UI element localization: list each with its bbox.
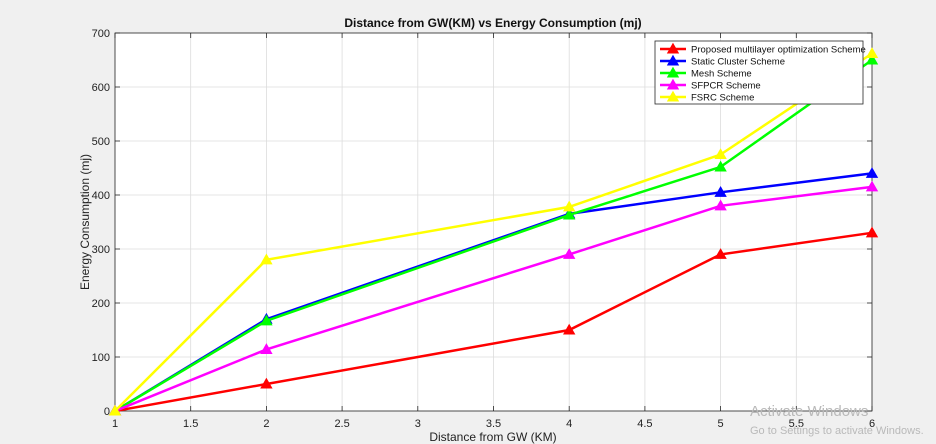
legend-label: Static Cluster Scheme <box>691 57 785 68</box>
x-tick-label: 4.5 <box>637 418 652 430</box>
y-tick-label: 200 <box>92 298 110 310</box>
legend-marker <box>666 54 680 66</box>
y-axis-label: Energy Consumption (mj) <box>78 154 92 290</box>
y-tick-label: 300 <box>92 244 110 256</box>
x-tick-label: 2 <box>263 418 269 430</box>
activate-windows-subtitle: Go to Settings to activate Windows. <box>750 425 924 437</box>
x-tick-label: 4 <box>566 418 572 430</box>
data-point-marker <box>714 148 727 160</box>
data-point-marker <box>865 53 879 65</box>
data-point-marker <box>865 180 879 192</box>
axis-ticks: 1 1.5 2 2.5 3 3.5 4 4.5 5 5.5 6 0 100 200 300 400 500 600… <box>92 28 875 430</box>
data-point-marker <box>563 248 576 259</box>
data-point-marker <box>260 314 273 326</box>
data-point-marker <box>865 47 879 59</box>
x-tick-label: 2.5 <box>334 418 349 430</box>
legend-marker <box>666 66 680 78</box>
data-point-marker <box>563 323 576 335</box>
x-tick-label: 5 <box>718 418 724 430</box>
y-tick-label: 0 <box>104 406 110 418</box>
legend-box <box>654 40 864 105</box>
y-tick-label: 100 <box>92 352 110 364</box>
activate-windows-watermark: Activate Windows <box>750 403 869 420</box>
legend-item: Mesh Scheme <box>660 66 752 80</box>
x-tick-label: 6 <box>869 418 875 430</box>
legend-label: FSRC Scheme <box>691 93 754 104</box>
legend-item: Proposed multilayer optimization Scheme <box>660 42 866 56</box>
data-point-marker <box>714 199 727 211</box>
legend-marker <box>666 78 680 90</box>
y-tick-label: 700 <box>92 28 110 40</box>
data-point-marker <box>260 253 273 265</box>
x-tick-label: 1.5 <box>183 418 198 430</box>
data-point-marker <box>714 185 727 197</box>
series-1 <box>108 226 879 416</box>
x-tick-label: 5.5 <box>789 418 804 430</box>
data-point-marker <box>260 377 273 389</box>
x-tick-label: 3.5 <box>486 418 501 430</box>
data-point-marker <box>865 167 879 178</box>
x-tick-label: 1 <box>112 418 118 430</box>
data-point-marker <box>714 160 727 172</box>
y-tick-label: 500 <box>92 136 110 148</box>
data-point-marker <box>714 248 727 259</box>
data-point-marker <box>865 226 879 238</box>
legend-item: Static Cluster Scheme <box>660 54 785 68</box>
chart-title: Distance from GW(KM) vs Energy Consumpti… <box>344 16 641 30</box>
legend-label: Mesh Scheme <box>691 69 752 80</box>
x-axis-label: Distance from GW (KM) <box>429 430 556 444</box>
legend-label: Proposed multilayer optimization Scheme <box>691 45 866 56</box>
data-point-marker <box>563 200 576 212</box>
series-5 <box>108 47 879 416</box>
legend-label: SFPCR Scheme <box>691 81 761 92</box>
legend-item: FSRC Scheme <box>660 90 754 104</box>
legend-marker <box>666 90 680 102</box>
data-point-marker <box>563 208 576 220</box>
legend-marker <box>666 42 680 54</box>
x-tick-label: 3 <box>415 418 421 430</box>
legend: Proposed multilayer optimization SchemeS… <box>654 40 866 105</box>
y-tick-label: 600 <box>92 82 110 94</box>
series-lines <box>108 47 879 416</box>
y-tick-label: 400 <box>92 190 110 202</box>
data-point-marker <box>260 343 273 354</box>
data-point-marker <box>108 404 122 416</box>
legend-item: SFPCR Scheme <box>660 78 761 92</box>
